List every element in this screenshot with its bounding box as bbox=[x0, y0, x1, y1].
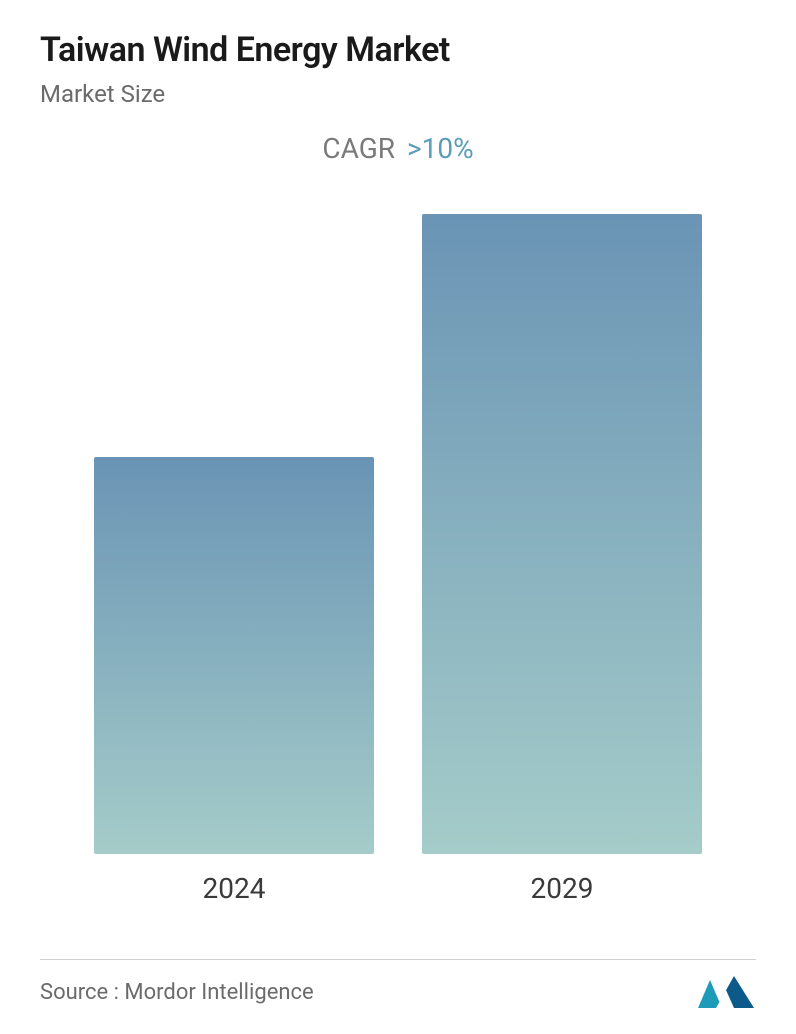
chart-subtitle: Market Size bbox=[40, 80, 756, 108]
bar bbox=[94, 457, 374, 854]
bar-category-label: 2024 bbox=[203, 872, 266, 905]
mordor-logo-icon bbox=[696, 974, 756, 1010]
bar-category-label: 2029 bbox=[531, 872, 594, 905]
chart-title: Taiwan Wind Energy Market bbox=[40, 30, 756, 70]
bar-group: 2024 bbox=[94, 457, 374, 905]
chart-footer: Source : Mordor Intelligence bbox=[40, 959, 756, 1010]
cagr-row: CAGR >10% bbox=[40, 132, 756, 165]
source-name: Mordor Intelligence bbox=[124, 980, 313, 1005]
source-attribution: Source : Mordor Intelligence bbox=[40, 980, 314, 1005]
cagr-value: >10% bbox=[407, 132, 474, 165]
bar bbox=[422, 214, 702, 854]
bar-chart: 2024 2029 bbox=[40, 205, 756, 905]
bar-group: 2029 bbox=[422, 214, 702, 905]
source-prefix: Source : bbox=[40, 980, 124, 1005]
cagr-label: CAGR bbox=[322, 132, 395, 165]
